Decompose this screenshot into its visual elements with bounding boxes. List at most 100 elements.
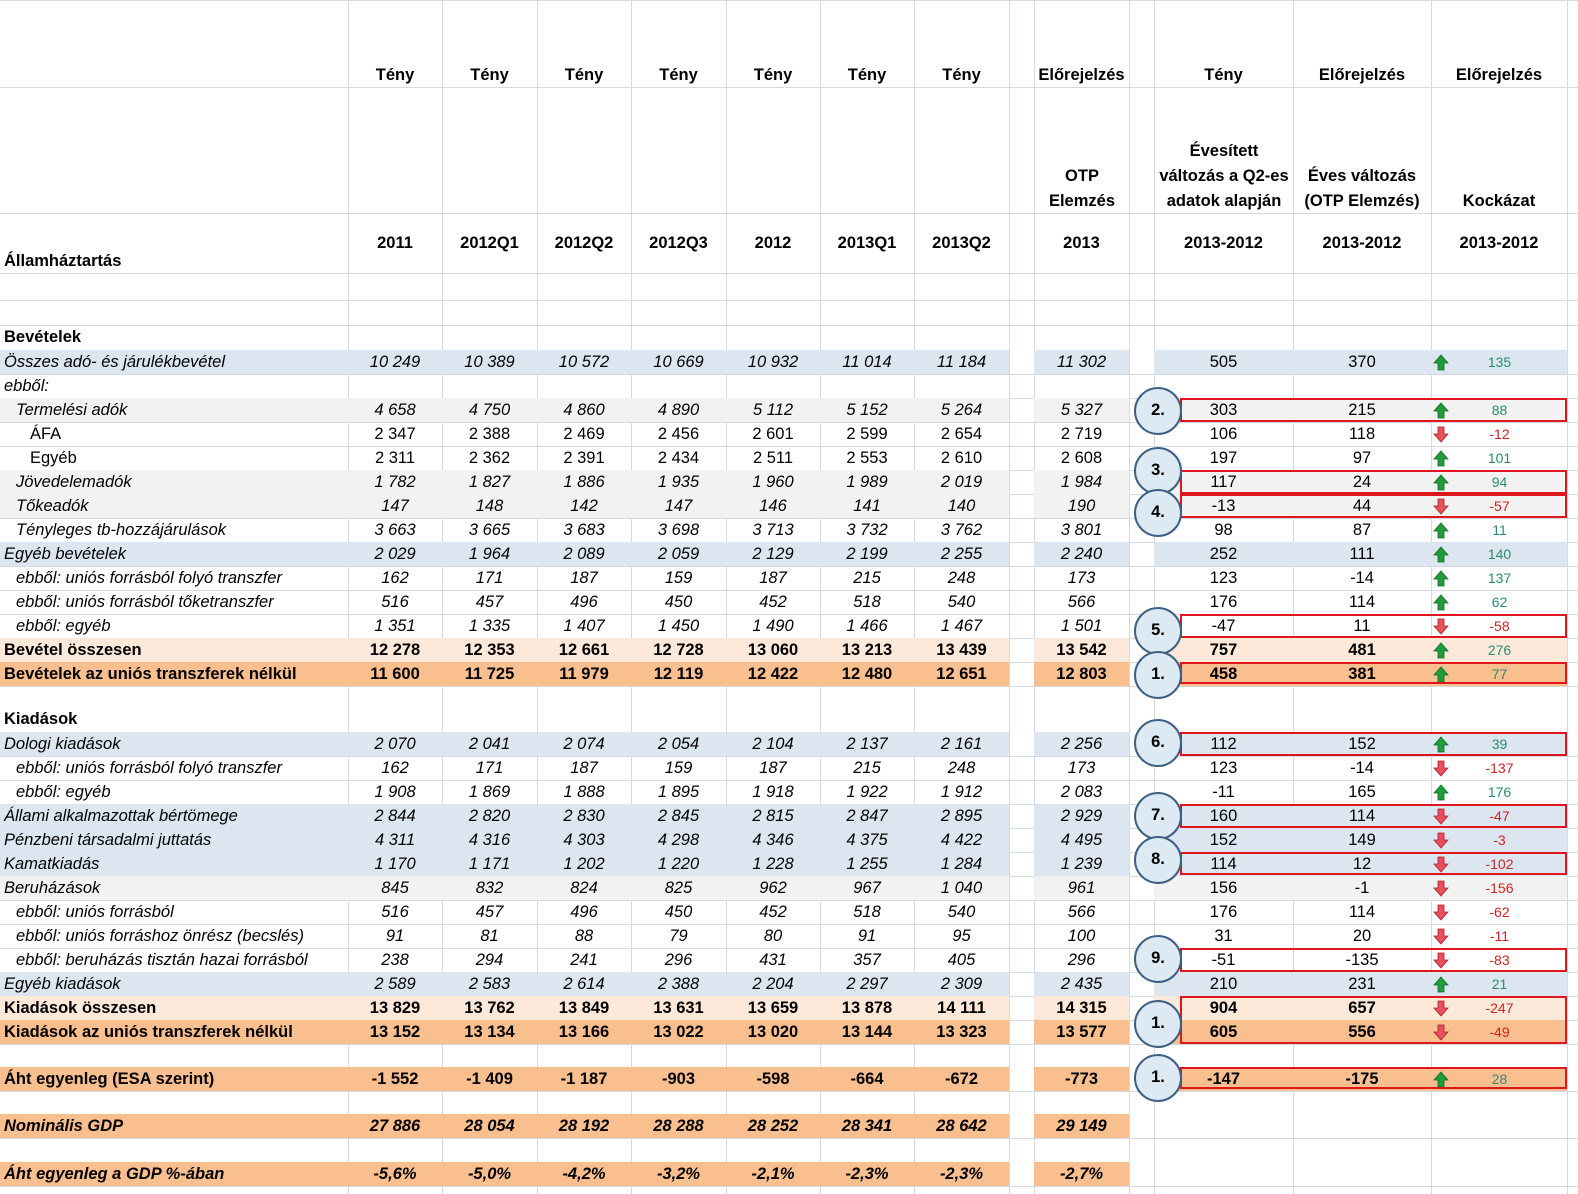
value-cell: 2 435 bbox=[1060, 975, 1103, 993]
value-cell: 2 511 bbox=[752, 449, 794, 467]
value-cell: 2 137 bbox=[846, 735, 888, 753]
arrow-up-icon bbox=[1433, 450, 1449, 467]
value-cell: 516 bbox=[381, 593, 409, 611]
row-band bbox=[1154, 542, 1567, 566]
value-cell: 2 311 bbox=[374, 449, 416, 467]
row-label: Egyéb bevételek bbox=[4, 545, 127, 563]
row-band bbox=[1034, 1162, 1129, 1186]
grid-hline bbox=[0, 780, 1578, 781]
value-cell: 12 803 bbox=[1056, 665, 1107, 683]
marker-circle: 1. bbox=[1134, 1054, 1182, 1102]
value-cell: 12 651 bbox=[936, 665, 987, 683]
row-label: ebből: bbox=[4, 377, 49, 395]
value-cell: -3,2% bbox=[656, 1165, 701, 1183]
value-cell: 13 542 bbox=[1056, 641, 1107, 659]
value-cell: 10 669 bbox=[653, 353, 704, 371]
value-cell: 252 bbox=[1209, 545, 1238, 563]
row-band bbox=[0, 972, 1009, 996]
grid-vline bbox=[820, 0, 821, 1194]
row-band bbox=[0, 852, 1009, 876]
value-cell: 27 886 bbox=[369, 1117, 421, 1135]
value-cell: 13 152 bbox=[369, 1023, 421, 1041]
value-cell: 147 bbox=[664, 497, 693, 515]
table-row: ebből: beruházás tisztán hazai forrásból… bbox=[0, 948, 1578, 972]
row-band bbox=[0, 804, 1009, 828]
value-cell: 95 bbox=[952, 927, 971, 945]
value-cell: -5,6% bbox=[373, 1165, 417, 1183]
value-cell: 2 309 bbox=[940, 975, 983, 993]
value-cell: 187 bbox=[759, 759, 787, 777]
value-cell: 496 bbox=[570, 903, 598, 921]
value-cell: 1 984 bbox=[1060, 473, 1103, 491]
value-cell: 2 844 bbox=[374, 807, 416, 825]
value-cell: 159 bbox=[664, 759, 693, 777]
marker-circle: 9. bbox=[1134, 935, 1182, 983]
value-cell: 2 388 bbox=[657, 975, 700, 993]
grid-hline bbox=[0, 756, 1578, 757]
value-cell: 12 661 bbox=[558, 641, 610, 659]
value-cell: 296 bbox=[664, 951, 693, 969]
value-cell: 238 bbox=[381, 951, 409, 969]
value-cell: 1 886 bbox=[563, 473, 605, 491]
value-cell: 3 663 bbox=[374, 521, 416, 539]
grid-hline bbox=[0, 446, 1578, 447]
value-cell: 11 600 bbox=[370, 665, 420, 683]
grid-hline bbox=[0, 1091, 1578, 1092]
value-cell: 111 bbox=[1349, 545, 1375, 563]
row-label: Kiadások az uniós transzferek nélkül bbox=[4, 1023, 293, 1041]
arrow-down-icon bbox=[1433, 832, 1449, 849]
value-cell: 13 144 bbox=[841, 1023, 893, 1041]
value-cell: 114 bbox=[1348, 807, 1376, 825]
grid-vline bbox=[726, 0, 727, 1194]
value-cell: 357 bbox=[853, 951, 881, 969]
value-cell: 10 249 bbox=[369, 353, 421, 371]
row-label: ebből: uniós forrásból tőketranszfer bbox=[16, 593, 274, 611]
row-band bbox=[0, 350, 1009, 374]
value-cell: 215 bbox=[1348, 401, 1376, 419]
value-cell: 496 bbox=[570, 593, 598, 611]
grid-vline bbox=[1009, 0, 1010, 1194]
table-row: Kamatkiadás 1 170 1 171 1 202 1 220 1 228 1 25… bbox=[0, 852, 1578, 876]
marker-circle: 4. bbox=[1134, 489, 1182, 537]
risk-value: -12 bbox=[1489, 426, 1510, 442]
value-cell: 2 719 bbox=[1060, 425, 1103, 443]
grid-vline bbox=[1129, 0, 1130, 1194]
value-cell: 80 bbox=[763, 927, 783, 945]
grid-hline bbox=[0, 1138, 1578, 1139]
table-row: ebből: bbox=[0, 374, 1578, 398]
value-cell: 566 bbox=[1067, 593, 1096, 611]
risk-value: 21 bbox=[1491, 976, 1508, 992]
value-cell: 2 610 bbox=[940, 449, 983, 467]
row-band bbox=[1034, 662, 1129, 686]
value-cell: 13 134 bbox=[464, 1023, 515, 1041]
grid-vline bbox=[442, 0, 443, 1194]
grid-vline bbox=[1567, 0, 1568, 1194]
value-cell: 431 bbox=[759, 951, 787, 969]
table-row: Pénzbeni társadalmi juttatás 4 311 4 316 4 … bbox=[0, 828, 1578, 852]
risk-value: 11 bbox=[1492, 522, 1507, 538]
grid-hline bbox=[0, 900, 1578, 901]
value-cell: 171 bbox=[475, 759, 504, 777]
table-row: Egyéb kiadások 2 589 2 583 2 614 2 388 2 204 2… bbox=[0, 972, 1578, 996]
value-cell: 457 bbox=[475, 903, 504, 921]
header-annualized-desc-3: adatok alapján bbox=[1166, 192, 1282, 210]
value-cell: 2 469 bbox=[563, 425, 605, 443]
value-cell: 1 407 bbox=[563, 617, 605, 635]
table-row: Bevétel összesen 12 278 12 353 12 661 12 728… bbox=[0, 638, 1578, 662]
header-type-6: Tény bbox=[942, 66, 981, 84]
row-label: Pénzbeni társadalmi juttatás bbox=[4, 831, 212, 849]
row-band bbox=[1034, 542, 1129, 566]
marker-circle: 5. bbox=[1134, 607, 1182, 655]
risk-value: 28 bbox=[1491, 1071, 1508, 1087]
value-cell: -2,7% bbox=[1059, 1165, 1104, 1183]
value-cell: 450 bbox=[664, 593, 693, 611]
value-cell: 148 bbox=[475, 497, 504, 515]
value-cell: 518 bbox=[853, 903, 881, 921]
row-band bbox=[1034, 638, 1129, 662]
table-row: Kiadások összesen 13 829 13 762 13 849 13 63… bbox=[0, 996, 1578, 1020]
value-cell: 5 112 bbox=[752, 401, 794, 419]
row-band bbox=[1034, 1114, 1129, 1138]
risk-value: -156 bbox=[1485, 880, 1514, 896]
row-band bbox=[1034, 732, 1129, 756]
risk-value: -11 bbox=[1489, 928, 1510, 944]
